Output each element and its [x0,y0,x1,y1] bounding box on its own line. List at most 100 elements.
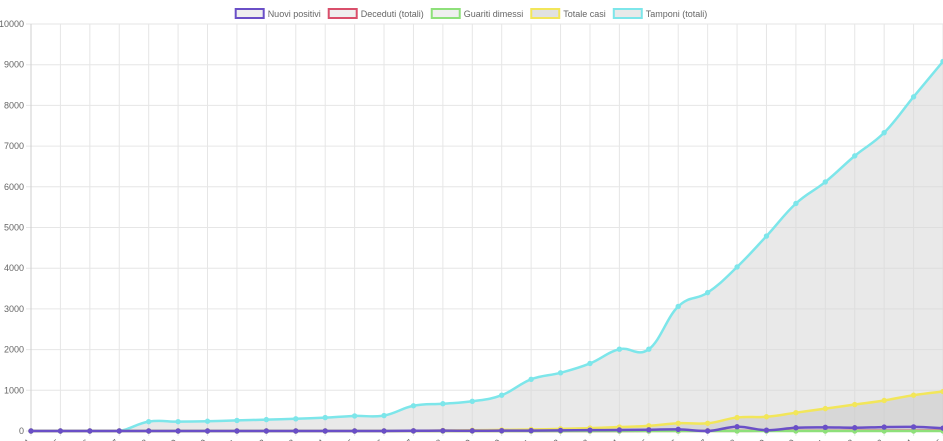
y-tick-labels: 0 1000 2000 3000 4000 5000 6000 7000 8000 9000 100… [0,19,24,436]
data-point-tamponi-totali [763,233,770,239]
data-point-totale-casi [852,401,858,408]
legend-swatch [234,8,265,19]
data-point-totale-casi [793,409,799,416]
data-point-tamponi-totali [410,403,417,409]
y-tick-label: 4000 [4,263,24,273]
data-point-totale-casi [910,392,917,398]
y-tick-label: 2000 [4,345,24,355]
x-tick-label: 48 [724,437,738,441]
data-point-nuovi-positivi [793,425,799,431]
data-point-tamponi-totali [351,413,358,419]
data-point-tamponi-totali [646,346,652,352]
x-tick-label: 34 [312,437,326,441]
x-tick-label: 31 [224,437,238,441]
data-point-nuovi-positivi [704,428,711,434]
x-tick-label: 25 [48,437,62,441]
data-point-nuovi-positivi [616,427,623,433]
data-point-tamponi-totali [852,153,858,159]
legend-swatch [530,8,561,19]
y-tick-label: 7000 [4,141,24,151]
data-point-tamponi-totali [293,416,299,422]
data-point-nuovi-positivi [234,428,240,434]
legend-item-nuovi-positivi[interactable]: Nuovi positivi [234,8,321,19]
data-point-tamponi-totali [910,94,917,100]
data-point-tamponi-totali [381,412,387,419]
data-point-nuovi-positivi [57,428,64,434]
data-point-tamponi-totali [322,414,328,421]
data-point-nuovi-positivi [910,424,917,430]
x-tick-label: 51 [813,437,827,441]
data-point-tamponi-totali [528,376,534,383]
data-point-totale-casi [704,420,711,426]
x-tick-label: 45 [636,437,650,441]
data-point-tamponi-totali [204,418,211,424]
data-point-nuovi-positivi [440,427,446,434]
data-point-nuovi-positivi [293,428,299,434]
x-tick-label: 53 [871,437,885,441]
legend-label: Deceduti (totali) [361,9,424,19]
x-tick-label: 44 [607,437,621,441]
data-point-tamponi-totali [704,289,711,296]
data-point-tamponi-totali [793,200,799,207]
legend-item-tamponi-totali[interactable]: Tamponi (totali) [612,8,708,19]
data-point-tamponi-totali [263,416,270,423]
legend-item-guariti-dimessi[interactable]: Guariti dimessi [430,8,524,19]
x-tick-label: 52 [842,437,856,441]
x-tick-label: 33 [283,437,297,441]
legend-item-totale-casi[interactable]: Totale casi [530,8,606,19]
series-line-tamponi-totali [31,60,943,433]
x-tick-label: 24 [18,437,32,441]
data-point-nuovi-positivi [646,427,652,433]
legend-swatch [612,8,643,19]
x-tick-labels: 24 25 26 27 28 29 30 31 32 33 34 35 36 37 38 39 40 41 42 43… [18,437,943,441]
data-point-tamponi-totali [440,401,446,407]
data-point-tamponi-totali [145,418,152,425]
data-point-tamponi-totali [557,370,564,376]
series-area-tamponi-totali [31,61,943,431]
data-point-nuovi-positivi [587,427,593,433]
x-tick-label: 29 [165,437,179,441]
data-point-nuovi-positivi [351,428,358,434]
x-tick-label: 50 [783,437,797,441]
data-point-nuovi-positivi [322,428,328,434]
data-point-nuovi-positivi [528,427,534,434]
data-point-nuovi-positivi [116,428,122,434]
legend-label: Nuovi positivi [268,9,321,19]
x-tick-label: 37 [401,437,415,441]
legend-swatch [430,8,461,19]
legend-swatch [327,8,358,19]
data-point-nuovi-positivi [204,428,211,434]
data-point-totale-casi [675,420,681,426]
data-point-totale-casi [881,397,887,404]
y-tick-label: 0 [19,426,24,436]
x-tick-label: 27 [107,437,121,441]
data-point-nuovi-positivi [469,428,475,434]
data-point-nuovi-positivi [675,426,681,433]
data-point-nuovi-positivi [881,424,887,430]
legend-label: Tamponi (totali) [646,9,708,19]
data-point-tamponi-totali [822,179,829,185]
series-line-nuovi-positivi [31,425,943,433]
x-tick-label: 30 [195,437,209,441]
data-point-nuovi-positivi [381,428,387,434]
data-point-tamponi-totali [234,417,240,424]
data-point-tamponi-totali [616,346,623,352]
data-point-tamponi-totali [469,398,475,404]
data-point-tamponi-totali [734,264,740,270]
data-point-tamponi-totali [175,418,181,425]
x-tick-label: 41 [518,437,532,441]
legend-item-deceduti-totali[interactable]: Deceduti (totali) [327,8,424,19]
data-point-totale-casi [763,414,770,420]
y-tick-label: 3000 [4,304,24,314]
data-point-tamponi-totali [675,303,681,310]
data-point-nuovi-positivi [28,428,34,434]
x-tick-label: 40 [489,437,503,441]
data-point-nuovi-positivi [499,427,505,434]
x-tick-label: 36 [371,437,385,441]
x-tick-label: 46 [665,437,679,441]
x-tick-label: 55 [930,437,943,441]
x-tick-label: 35 [342,437,356,441]
data-point-totale-casi [734,414,740,421]
y-tick-label: 5000 [4,223,24,233]
